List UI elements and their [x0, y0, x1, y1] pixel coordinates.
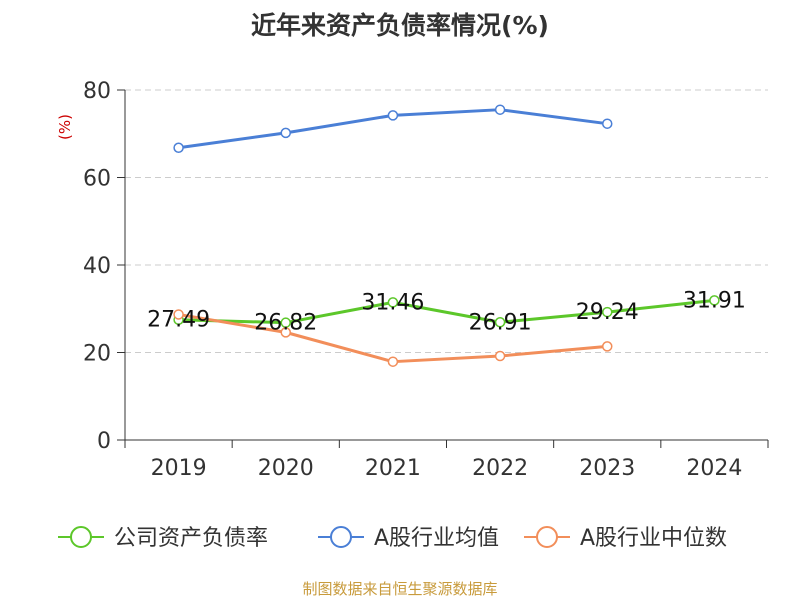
x-tick-label: 2022 — [472, 456, 528, 481]
x-tick-label: 2023 — [579, 456, 635, 481]
legend-item-1: A股行业均值 — [318, 526, 499, 551]
grid-lines — [125, 89, 768, 353]
data-label: 31.46 — [361, 290, 424, 315]
data-label: 26.91 — [469, 310, 532, 335]
data-labels: 27.49 26.82 31.46 26.91 29.24 31.91 — [147, 288, 746, 335]
axes: 0 20 40 60 80 (%) 2019 2020 2021 2022 2023 2024 — [56, 79, 769, 481]
x-tick-label: 2024 — [686, 456, 742, 481]
legend-label: 公司资产负债率 — [114, 526, 268, 551]
y-tick-label: 0 — [97, 429, 111, 454]
data-point — [602, 341, 613, 352]
data-point — [494, 104, 506, 115]
data-point — [280, 127, 291, 139]
legend-label: A股行业中位数 — [580, 526, 727, 551]
data-label: 27.49 — [147, 308, 210, 333]
legend-label: A股行业均值 — [374, 526, 499, 551]
y-tick-label: 40 — [83, 254, 111, 279]
data-point — [494, 350, 506, 362]
data-point — [387, 356, 399, 367]
y-tick-label: 20 — [83, 342, 111, 367]
series-lines — [173, 104, 720, 367]
legend: 公司资产负债率 A股行业均值 A股行业中位数 — [58, 526, 727, 551]
data-point — [173, 309, 184, 320]
data-label: 31.91 — [683, 288, 746, 313]
data-point — [173, 142, 184, 153]
data-point — [387, 110, 399, 121]
legend-item-0: 公司资产负债率 — [58, 526, 268, 551]
legend-marker — [536, 526, 558, 548]
legend-item-2: A股行业中位数 — [524, 526, 727, 551]
chart-title: 近年来资产负债率情况(%) — [251, 11, 549, 40]
data-point — [387, 297, 399, 308]
data-point — [602, 306, 613, 318]
x-tick-label: 2020 — [258, 456, 314, 481]
source-note: 制图数据来自恒生聚源数据库 — [302, 580, 498, 598]
x-tick-label: 2019 — [151, 456, 207, 481]
y-tick-label: 80 — [83, 79, 111, 104]
legend-marker — [330, 526, 352, 548]
legend-marker — [70, 526, 92, 548]
data-point — [602, 118, 613, 129]
data-point — [709, 295, 720, 306]
y-axis-label: (%) — [56, 114, 74, 140]
data-point — [280, 327, 291, 338]
y-tick-label: 60 — [83, 167, 111, 192]
x-tick-label: 2021 — [365, 456, 421, 481]
data-point — [494, 317, 506, 328]
data-label: 29.24 — [576, 300, 639, 325]
series-line-0 — [178, 298, 715, 325]
data-label: 26.82 — [254, 311, 317, 336]
